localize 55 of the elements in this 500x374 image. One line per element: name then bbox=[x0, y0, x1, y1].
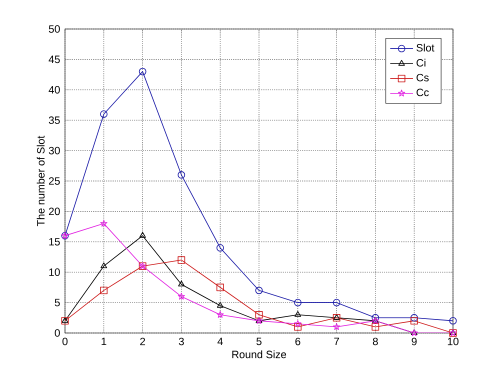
y-tick-label: 35 bbox=[48, 116, 60, 124]
x-axis-title: Round Size bbox=[232, 350, 286, 358]
y-tick-label: 50 bbox=[48, 25, 60, 33]
legend-label: Cc bbox=[416, 88, 429, 96]
point bbox=[100, 220, 108, 227]
legend-label: Ci bbox=[416, 58, 426, 67]
y-tick-label: 15 bbox=[49, 238, 60, 246]
x-tick-label: 6 bbox=[295, 338, 300, 346]
point bbox=[178, 256, 186, 264]
point bbox=[138, 68, 146, 76]
point bbox=[216, 244, 224, 252]
point bbox=[449, 317, 457, 325]
point bbox=[410, 314, 418, 322]
x-tick-label: 7 bbox=[334, 338, 340, 346]
x-tick-label: 9 bbox=[412, 338, 417, 346]
point bbox=[100, 286, 108, 294]
x-tick-label: 0 bbox=[62, 338, 68, 346]
point bbox=[372, 314, 380, 322]
point bbox=[178, 292, 185, 300]
y-tick-label: 40 bbox=[48, 86, 60, 94]
point bbox=[100, 262, 108, 268]
legend-label: Slot bbox=[416, 44, 434, 52]
y-tick-label: 10 bbox=[49, 268, 60, 276]
y-tick-label: 20 bbox=[48, 208, 60, 216]
point bbox=[294, 320, 302, 327]
x-tick-label: 1 bbox=[102, 338, 106, 346]
point bbox=[216, 284, 224, 292]
point bbox=[332, 298, 340, 306]
y-tick-label: 0 bbox=[54, 329, 60, 337]
x-tick-label: 2 bbox=[140, 338, 146, 346]
y-tick-label: 30 bbox=[48, 146, 60, 154]
point bbox=[333, 323, 340, 330]
point bbox=[178, 280, 185, 286]
point bbox=[372, 323, 380, 331]
point bbox=[178, 171, 186, 179]
point bbox=[294, 323, 302, 331]
y-axis-title: The number of Slot bbox=[36, 136, 45, 226]
x-tick-label: 5 bbox=[256, 338, 262, 346]
point bbox=[255, 311, 263, 318]
x-tick-label: 3 bbox=[178, 338, 184, 346]
x-tick-label: 10 bbox=[448, 338, 459, 346]
point bbox=[294, 311, 302, 317]
y-tick-label: 5 bbox=[54, 298, 60, 306]
point bbox=[216, 302, 224, 308]
point bbox=[294, 298, 302, 306]
legend-label: Cs bbox=[416, 74, 429, 82]
point bbox=[255, 286, 263, 294]
x-tick-label: 8 bbox=[372, 338, 378, 346]
y-tick-label: 25 bbox=[48, 177, 60, 185]
x-tick-label: 4 bbox=[217, 338, 223, 346]
y-tick-label: 45 bbox=[48, 56, 60, 64]
point bbox=[100, 110, 108, 118]
point bbox=[216, 311, 224, 318]
point bbox=[410, 317, 418, 325]
point bbox=[139, 232, 146, 238]
